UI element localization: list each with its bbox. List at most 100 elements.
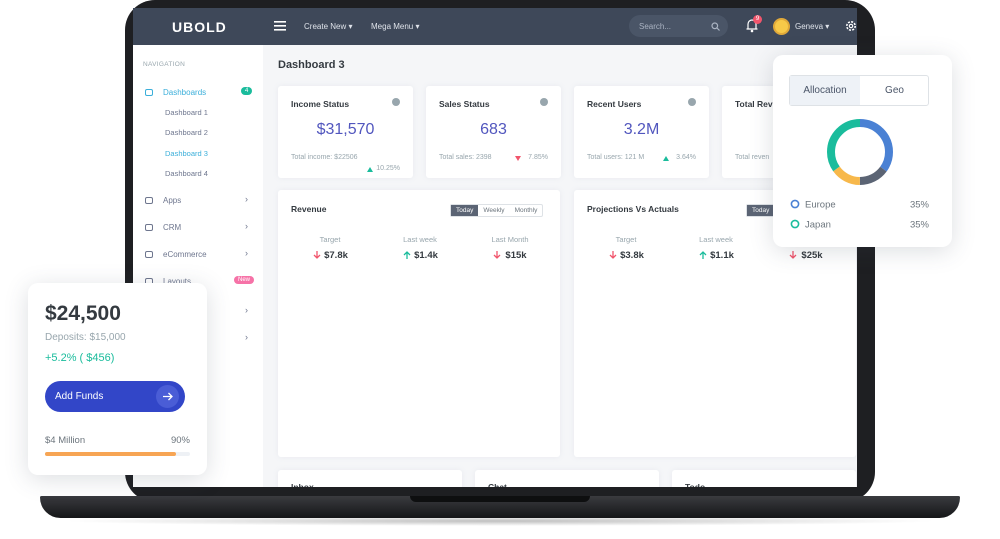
nav-icon	[145, 89, 153, 96]
nav-subitem[interactable]: Dashboard 4	[165, 168, 208, 178]
tab[interactable]: Monthly	[514, 207, 538, 214]
legend-marker	[790, 219, 800, 229]
triangle	[515, 155, 521, 161]
user-name: Geneva	[795, 22, 824, 31]
summary-amount: $25k	[801, 250, 823, 261]
stat-note: Total income: $22506	[291, 154, 358, 161]
menu-label: Mega Menu	[371, 22, 414, 31]
stat-card: Income Status $31,570 Total income: $22506…	[278, 86, 413, 178]
nav-item[interactable]: CRM ›	[133, 220, 263, 236]
summary-amount: $1.4k	[414, 250, 438, 261]
legend-value: 35%	[910, 199, 930, 210]
legend-label: Japan	[805, 219, 831, 230]
nav-subitem[interactable]: Dashboard 3	[165, 148, 208, 158]
stat-note: Total users: 121 M	[587, 154, 645, 161]
bell-icon[interactable]	[745, 18, 759, 33]
chevron: ›	[245, 332, 248, 342]
nav-item[interactable]: Dashboards 4	[133, 85, 263, 101]
nav-label: Dashboards	[163, 88, 207, 97]
nav-item[interactable]: eCommerce ›	[133, 247, 263, 263]
info-icon	[540, 98, 548, 106]
trend-icon	[609, 251, 617, 259]
topbar: UBOLD Create New ▾ Mega Menu ▾ Search...…	[133, 8, 857, 45]
chevron: ›	[245, 248, 248, 258]
arrow	[609, 251, 617, 259]
button-icon	[156, 385, 179, 408]
tab-active[interactable]: Today	[451, 205, 479, 216]
trend-icon	[515, 155, 521, 161]
triangle	[367, 166, 373, 172]
nav-icon	[145, 197, 153, 204]
search-icon	[711, 22, 720, 31]
summary-value: $25k	[766, 250, 846, 261]
tab[interactable]: Geo	[885, 85, 904, 96]
menu-toggle[interactable]	[274, 21, 286, 31]
trend-icon	[663, 155, 669, 161]
bottom-card: Inbox	[278, 470, 462, 487]
wallet-progress-label: 90%	[170, 435, 190, 446]
nav-badge: New	[234, 276, 255, 284]
nav-subitem[interactable]: Dashboard 1	[165, 108, 208, 117]
user-menu[interactable]: Geneva ▾	[795, 22, 830, 31]
donut-segment	[827, 119, 893, 185]
tab-active[interactable]: Today	[747, 205, 775, 216]
summary-amount: $7.8k	[324, 250, 348, 261]
logo[interactable]: UBOLD	[172, 19, 227, 35]
bottom-card: Chat	[475, 470, 659, 487]
widget-tabs: Today Weekly Monthly	[450, 204, 544, 217]
legend-label: Europe	[805, 199, 836, 210]
legend-marker	[790, 199, 800, 209]
tab[interactable]: Weekly	[483, 207, 505, 214]
donut-chart: Europe 35% Japan 35%	[790, 119, 930, 230]
avatar[interactable]	[773, 18, 790, 35]
nav-label: Layouts	[163, 277, 192, 286]
bottom-card-title: Inbox	[291, 482, 314, 487]
stat-change: 3.64%	[676, 154, 696, 161]
stat-card: Recent Users 3.2M Total users: 121 M 3.64%	[574, 86, 709, 178]
tab-active[interactable]: Allocation	[790, 76, 860, 105]
summary-amount: $1.1k	[710, 250, 734, 261]
progress-bar	[45, 452, 176, 456]
wallet-card: $24,500 Deposits: $15,000 +5.2% ( $456) …	[28, 283, 207, 475]
donut-segment	[827, 119, 893, 185]
summary-value: $1.1k	[676, 250, 756, 261]
nav-icon	[145, 251, 153, 258]
stat-card: Sales Status 683 Total sales: 2398 7.85%	[426, 86, 561, 178]
search-placeholder: Search...	[639, 22, 672, 31]
add-funds-button[interactable]: Add Funds	[45, 381, 185, 412]
trend-icon	[313, 251, 321, 259]
stat-value: 3.2M	[623, 121, 660, 138]
info-icon	[688, 98, 696, 106]
menu-mega[interactable]: Mega Menu ▾	[371, 22, 420, 31]
wallet-deposits: Deposits: $15,000	[45, 332, 126, 343]
stat-note: Total reven	[735, 154, 770, 161]
summary-label: Last Month	[491, 235, 529, 244]
settings-icon[interactable]	[845, 20, 857, 32]
summary-label: Last week	[403, 235, 437, 244]
stat-title: Recent Users	[587, 99, 642, 109]
menu-label: Create New	[304, 22, 347, 31]
laptop-base	[40, 496, 960, 518]
nav-subitem[interactable]: Dashboard 2	[165, 128, 208, 138]
arrow	[699, 251, 707, 259]
nav-label: Apps	[163, 196, 182, 205]
widget-tabs: Today	[746, 204, 776, 217]
info-icon	[392, 98, 400, 106]
summary-value: $1.4k	[380, 250, 460, 261]
widget-card: Revenue Today Weekly Monthly Target $7.8k Last…	[278, 190, 560, 457]
progress-track	[45, 452, 190, 456]
legend-value: 35%	[910, 219, 930, 230]
notification-badge: 9	[753, 15, 762, 24]
bottom-card-title: Todo	[685, 482, 706, 487]
nav-icon	[145, 224, 153, 231]
nav-item[interactable]: Apps ›	[133, 193, 263, 209]
arrow	[789, 251, 797, 259]
nav-label: eCommerce	[163, 250, 207, 259]
widget-title: Revenue	[291, 204, 327, 214]
search-box[interactable]: Search...	[629, 15, 728, 37]
page-title: Dashboard 3	[278, 59, 345, 71]
stat-title: Total Reve	[735, 99, 778, 109]
summary-value: $15k	[470, 250, 550, 261]
menu-create-new[interactable]: Create New ▾	[304, 22, 353, 31]
